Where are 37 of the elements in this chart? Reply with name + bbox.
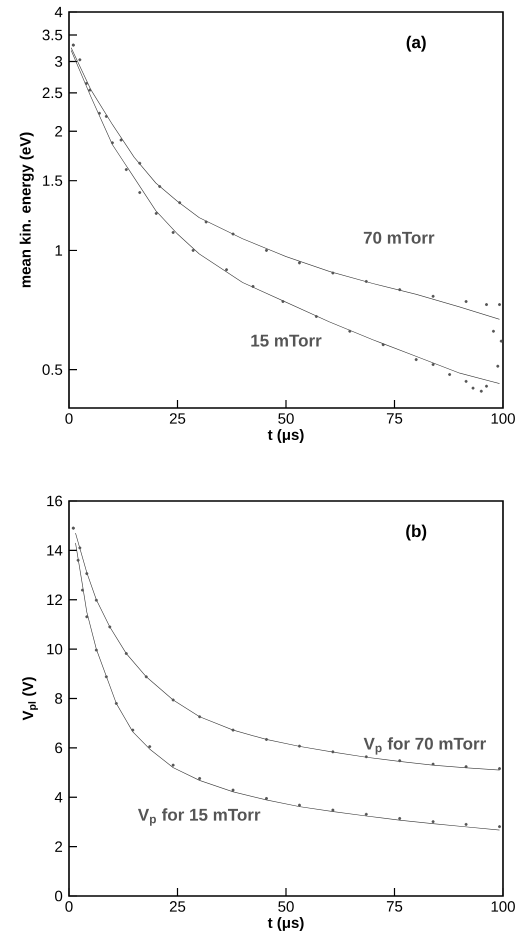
y-tick-label: 16 xyxy=(47,496,62,506)
y-tick-label: 8 xyxy=(55,693,62,704)
y-tick-label: 3 xyxy=(55,56,62,67)
x-tick-label: 50 xyxy=(278,413,294,424)
y-tick-label: 12 xyxy=(47,594,62,605)
text: 70 mTorr xyxy=(364,232,434,244)
x-tick-label: 75 xyxy=(386,413,402,424)
y-tick-label: 0 xyxy=(55,890,62,902)
y-tick-label: 4 xyxy=(54,792,62,802)
y-tick-label: 2 xyxy=(55,841,62,852)
x-tick-label: 50 xyxy=(278,901,294,912)
x-tick-label: 100 xyxy=(492,413,515,424)
y-tick-label: 14 xyxy=(47,545,62,556)
series-label: V$_{p}$ for 70 mTorr xyxy=(364,737,486,755)
y-tick-label: 2 xyxy=(55,126,62,136)
y-tick-label: 1.5 xyxy=(43,175,62,186)
x-axis-title: t (μs) xyxy=(268,429,304,443)
y-axis-title: V$_{pl}$ (V) xyxy=(22,677,38,720)
x-tick-label: 0 xyxy=(65,413,73,424)
annotation: (b) xyxy=(406,524,426,541)
y-tick-label: 6 xyxy=(55,742,62,754)
y-tick-label: 1 xyxy=(56,245,62,256)
y-tick-label: 2.5 xyxy=(42,88,62,98)
x-tick-label: 25 xyxy=(170,901,186,912)
x-tick-label: 75 xyxy=(386,901,402,912)
y-tick-label: 3.5 xyxy=(42,30,62,40)
x-tick-label: 25 xyxy=(170,413,186,424)
series-label: 15 mTorr xyxy=(251,334,322,347)
annotation: (a) xyxy=(406,36,426,52)
series-label: V$_{p}$ for 15 mTorr xyxy=(138,808,260,826)
x-tick-label: 100 xyxy=(492,901,515,912)
y-tick-label: 4 xyxy=(54,6,62,18)
x-axis-title: t (μs) xyxy=(268,917,304,931)
y-tick-label: 0.5 xyxy=(42,364,62,375)
y-axis-title: mean kin. energy (eV) xyxy=(20,132,34,288)
y-tick-label: 10 xyxy=(47,644,62,654)
x-tick-label: 0 xyxy=(65,901,73,912)
